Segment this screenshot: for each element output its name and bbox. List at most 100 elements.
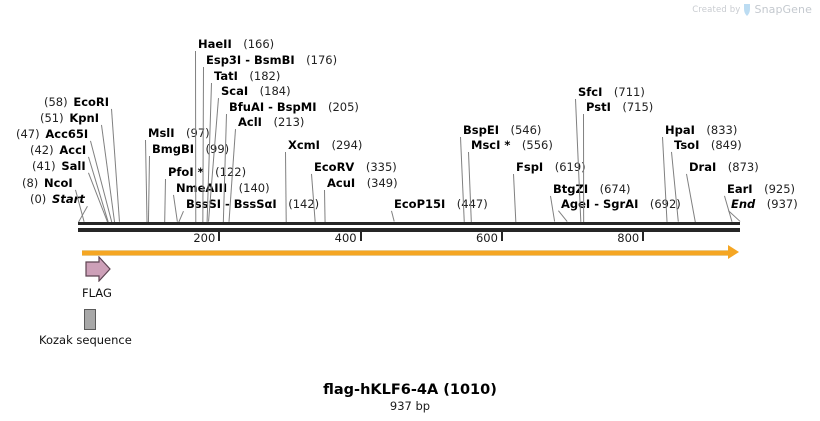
- enzyme-position: (42): [30, 143, 54, 157]
- enzyme-name: End: [731, 197, 756, 211]
- enzyme-label[interactable]: EarI (925): [727, 183, 795, 195]
- enzyme-position: (349): [366, 176, 398, 190]
- enzyme-name: EcoRV: [314, 160, 355, 174]
- enzyme-label[interactable]: PstI (715): [586, 101, 653, 113]
- enzyme-name: BfuAI - BspMI: [229, 100, 317, 114]
- enzyme-position: (97): [186, 126, 210, 140]
- enzyme-label[interactable]: PfoI * (122): [168, 166, 246, 178]
- enzyme-position: (674): [599, 182, 631, 196]
- enzyme-position: (142): [288, 197, 320, 211]
- ruler-tick-label: 600: [475, 231, 498, 245]
- enzyme-leader-line: [324, 189, 326, 222]
- enzyme-position: (619): [554, 160, 586, 174]
- watermark-brand: SnapGene: [754, 3, 812, 16]
- enzyme-name: TatI: [214, 69, 238, 83]
- orf-arrow-shaft[interactable]: [82, 250, 728, 256]
- enzyme-name: PfoI *: [168, 165, 204, 179]
- enzyme-label[interactable]: TatI (182): [214, 70, 280, 82]
- enzyme-leader-line: [583, 113, 585, 222]
- enzyme-name: SalI: [61, 159, 86, 173]
- enzyme-label[interactable]: EcoP15I (447): [394, 198, 488, 210]
- feature-flag-arrow[interactable]: [85, 255, 111, 283]
- orf-arrow-head[interactable]: [728, 245, 739, 259]
- enzyme-label[interactable]: TsoI (849): [674, 139, 742, 151]
- enzyme-name: EcoP15I: [394, 197, 446, 211]
- enzyme-leader-line: [173, 194, 178, 222]
- enzyme-label[interactable]: (41) SalI: [32, 160, 86, 172]
- ruler-tick: [500, 232, 503, 241]
- enzyme-position: (849): [710, 138, 742, 152]
- enzyme-label[interactable]: (51) KpnI: [40, 112, 99, 124]
- enzyme-position: (41): [32, 159, 56, 173]
- enzyme-position: (122): [215, 165, 247, 179]
- enzyme-label[interactable]: BtgZI (674): [553, 183, 631, 195]
- enzyme-label[interactable]: MscI * (556): [471, 139, 553, 151]
- enzyme-name: PstI: [586, 100, 611, 114]
- enzyme-label[interactable]: (42) AccI: [30, 144, 86, 156]
- enzyme-label[interactable]: (47) Acc65I: [16, 128, 88, 140]
- enzyme-position: (546): [510, 123, 542, 137]
- enzyme-name: EcoRI: [73, 95, 110, 109]
- enzyme-label[interactable]: BfuAI - BspMI (205): [229, 101, 359, 113]
- enzyme-name: AgeI - SgrAI: [561, 197, 639, 211]
- enzyme-leader-line: [513, 173, 517, 222]
- enzyme-label[interactable]: AclI (213): [238, 116, 304, 128]
- enzyme-label[interactable]: Esp3I - BsmBI (176): [206, 54, 337, 66]
- snapgene-logo-icon: [743, 3, 751, 16]
- enzyme-label[interactable]: XcmI (294): [288, 139, 362, 151]
- enzyme-label[interactable]: DraI (873): [689, 161, 759, 173]
- enzyme-label[interactable]: HaeII (166): [198, 38, 274, 50]
- enzyme-name: DraI: [689, 160, 717, 174]
- enzyme-label-layer: (0) Start (8) NcoI (41) SalI (42) AccI (47) …: [16, 38, 798, 223]
- enzyme-label[interactable]: (58) EcoRI: [44, 96, 109, 108]
- page-title: flag-hKLF6-4A (1010): [323, 382, 497, 398]
- enzyme-position: (873): [727, 160, 759, 174]
- enzyme-label[interactable]: SfcI (711): [578, 86, 645, 98]
- enzyme-leader-line: [468, 151, 472, 222]
- enzyme-label[interactable]: BmgBI (99): [152, 143, 229, 155]
- enzyme-label[interactable]: MslI (97): [148, 127, 210, 139]
- enzyme-label[interactable]: (8) NcoI: [22, 177, 73, 189]
- enzyme-name: AccI: [59, 143, 87, 157]
- enzyme-position: (182): [249, 69, 281, 83]
- enzyme-label[interactable]: BssSI - BssSαI (142): [186, 198, 319, 210]
- enzyme-name: Esp3I - BsmBI: [206, 53, 295, 67]
- enzyme-position: (447): [456, 197, 488, 211]
- enzyme-position: (213): [273, 115, 305, 129]
- enzyme-name: AcuI: [327, 176, 356, 190]
- enzyme-leader-line: [195, 50, 197, 222]
- enzyme-leader-line: [285, 151, 287, 222]
- enzyme-position: (140): [238, 181, 270, 195]
- enzyme-label[interactable]: AcuI (349): [327, 177, 398, 189]
- enzyme-label[interactable]: NmeAIII (140): [176, 182, 270, 194]
- enzyme-leader-line: [550, 195, 556, 222]
- enzyme-leader-line: [164, 179, 166, 223]
- feature-kozak-label: Kozak sequence: [39, 333, 132, 347]
- enzyme-position: (184): [259, 84, 291, 98]
- ruler-tick-label: 200: [193, 231, 216, 245]
- enzyme-label[interactable]: HpaI (833): [665, 124, 737, 136]
- enzyme-position: (205): [327, 100, 359, 114]
- enzyme-label[interactable]: ScaI (184): [221, 85, 291, 97]
- enzyme-label[interactable]: End (937): [731, 198, 798, 210]
- enzyme-name: NmeAIII: [176, 181, 227, 195]
- enzyme-position: (294): [331, 138, 363, 152]
- enzyme-label[interactable]: BspEI (546): [463, 124, 541, 136]
- enzyme-name: BspEI: [463, 123, 499, 137]
- feature-kozak-box[interactable]: [84, 309, 96, 330]
- enzyme-name: AclI: [238, 115, 262, 129]
- enzyme-position: (711): [613, 85, 645, 99]
- enzyme-label[interactable]: EcoRV (335): [314, 161, 397, 173]
- enzyme-name: MscI *: [471, 138, 511, 152]
- enzyme-leader-line: [391, 210, 395, 222]
- enzyme-position: (335): [365, 160, 397, 174]
- enzyme-position: (47): [16, 127, 40, 141]
- enzyme-name: MslI: [148, 126, 175, 140]
- enzyme-name: BssSI - BssSαI: [186, 197, 277, 211]
- enzyme-label[interactable]: FspI (619): [516, 161, 586, 173]
- watermark-prefix: Created by: [692, 4, 741, 15]
- enzyme-name: HaeII: [198, 37, 232, 51]
- sequence-length: 937 bp: [389, 399, 431, 413]
- enzyme-leader-line: [686, 173, 696, 222]
